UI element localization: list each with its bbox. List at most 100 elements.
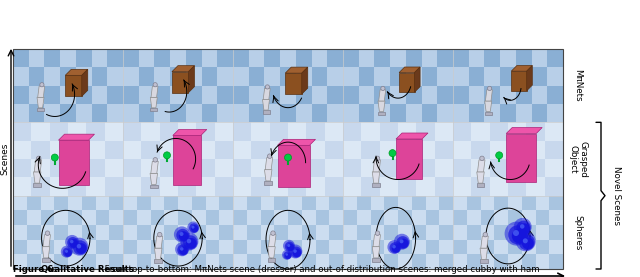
Polygon shape (37, 97, 44, 108)
Bar (547, 49, 563, 67)
Polygon shape (278, 139, 316, 145)
Text: Scenes: Scenes (1, 143, 10, 175)
Polygon shape (150, 97, 157, 108)
Circle shape (287, 244, 290, 247)
Bar (159, 177, 178, 196)
Bar (27, 225, 40, 240)
Polygon shape (269, 235, 276, 247)
Bar (316, 210, 329, 225)
Bar (545, 159, 563, 177)
Polygon shape (511, 66, 532, 71)
Bar (27, 210, 40, 225)
Bar (233, 210, 247, 225)
Bar (44, 104, 60, 122)
Circle shape (69, 239, 77, 248)
Bar (202, 86, 218, 104)
Polygon shape (268, 247, 275, 258)
Bar (399, 73, 415, 92)
Bar (27, 196, 40, 210)
Bar (453, 122, 471, 141)
Bar (154, 67, 170, 86)
Polygon shape (396, 133, 428, 139)
Bar (532, 104, 547, 122)
Bar (249, 86, 264, 104)
Bar (233, 49, 249, 67)
Bar (288, 225, 301, 240)
Bar (220, 254, 233, 269)
Bar (31, 177, 50, 196)
Bar (109, 225, 123, 240)
Circle shape (36, 156, 41, 161)
Circle shape (189, 223, 198, 233)
Bar (218, 49, 233, 67)
Bar (439, 225, 453, 240)
Bar (500, 67, 516, 86)
Circle shape (180, 232, 198, 250)
Bar (390, 49, 406, 67)
Bar (29, 49, 44, 67)
Bar (109, 196, 123, 210)
Bar (327, 49, 343, 67)
Bar (396, 139, 422, 179)
Bar (288, 240, 301, 254)
Bar (268, 258, 275, 262)
Polygon shape (373, 235, 381, 247)
Bar (356, 210, 371, 225)
Bar (60, 67, 76, 86)
Bar (13, 177, 31, 196)
Circle shape (180, 247, 184, 251)
Bar (192, 225, 205, 240)
Bar (137, 210, 150, 225)
Bar (275, 254, 288, 269)
Bar (40, 210, 54, 225)
Bar (435, 159, 453, 177)
Bar (154, 259, 162, 263)
Polygon shape (372, 247, 380, 258)
Bar (159, 159, 178, 177)
Bar (426, 225, 439, 240)
Bar (40, 240, 54, 254)
Bar (13, 67, 29, 86)
Bar (374, 49, 390, 67)
Bar (86, 159, 105, 177)
Bar (264, 49, 280, 67)
Bar (186, 104, 202, 122)
Bar (123, 122, 141, 141)
Polygon shape (262, 99, 269, 110)
Bar (54, 225, 68, 240)
Bar (44, 67, 60, 86)
Bar (164, 210, 178, 225)
Bar (417, 122, 435, 141)
Bar (13, 225, 27, 240)
Bar (412, 240, 426, 254)
Bar (412, 210, 426, 225)
Circle shape (179, 231, 188, 241)
Bar (123, 177, 141, 196)
Bar (384, 254, 398, 269)
Bar (13, 141, 31, 159)
Bar (31, 159, 50, 177)
Bar (60, 49, 76, 67)
Bar (301, 210, 316, 225)
Bar (150, 240, 164, 254)
Bar (490, 159, 508, 177)
Bar (269, 122, 288, 141)
Bar (269, 141, 288, 159)
Bar (50, 177, 68, 196)
Bar (68, 177, 86, 196)
Polygon shape (38, 86, 45, 97)
Bar (484, 67, 500, 86)
Circle shape (289, 245, 303, 258)
Bar (186, 49, 202, 67)
Bar (108, 49, 123, 67)
Bar (262, 110, 269, 114)
Polygon shape (373, 160, 381, 172)
Circle shape (70, 238, 88, 256)
Bar (467, 225, 481, 240)
Bar (95, 254, 109, 269)
Bar (150, 196, 164, 210)
Bar (95, 210, 109, 225)
Circle shape (187, 239, 191, 243)
Bar (380, 122, 398, 141)
Bar (526, 159, 545, 177)
